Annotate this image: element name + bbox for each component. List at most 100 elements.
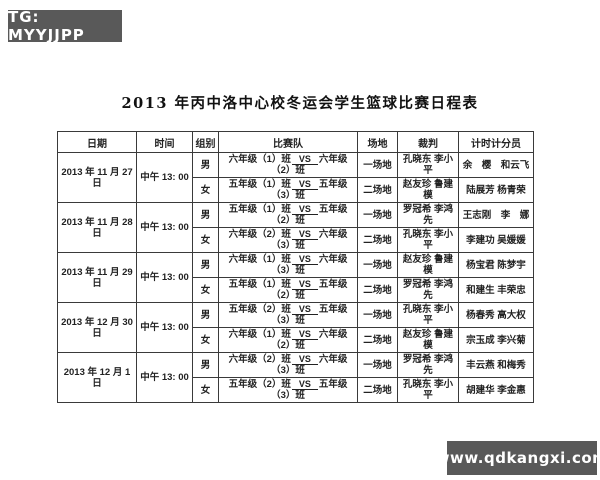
vs-label: VS xyxy=(291,279,318,290)
venue-cell: 二场地 xyxy=(357,377,398,403)
scorers-cell: 陆展芳 杨青荣 xyxy=(458,177,534,203)
scorers-cell: 丰云燕 和梅秀 xyxy=(458,352,534,378)
teams-cell: 六年级（1）班 VS 六年级（2）班 xyxy=(218,152,358,178)
table-row: 2013 年 11 月 27 日 中午 13: 00 男 六年级（1）班 VS 六年… xyxy=(57,152,534,203)
group-cell: 男 xyxy=(192,352,219,378)
table-row: 2013 年 11 月 28 日 中午 13: 00 男 五年级（1）班 VS 五年… xyxy=(57,202,534,253)
vs-label: VS xyxy=(291,229,318,240)
team-b: 六年级（3）班 xyxy=(271,354,348,376)
time-cell: 中午 13: 00 xyxy=(136,302,193,353)
table-header-row: 日期 时间 组别 比赛队 场地 裁判 计时计分员 xyxy=(57,131,534,153)
date-cell: 2013 年 12 月 30 日 xyxy=(57,302,137,353)
referees-cell: 赵友珍 鲁建模 xyxy=(397,252,459,278)
referees-cell: 孔晓东 李小平 xyxy=(397,152,459,178)
group-cell: 女 xyxy=(192,327,219,353)
table-row: 女 五年级（1）班 VS 五年级（3）班 二场地 赵友珍 鲁建模 陆展芳 杨青荣 xyxy=(58,177,534,203)
team-b: 五年级（2）班 xyxy=(271,204,348,226)
team-b: 六年级（2）班 xyxy=(271,154,348,176)
header-date: 日期 xyxy=(57,131,137,153)
venue-cell: 二场地 xyxy=(357,277,398,303)
vs-label: VS xyxy=(291,154,318,165)
team-b: 五年级（3）班 xyxy=(271,304,348,326)
scorers-cell: 杨宝君 陈梦宇 xyxy=(458,252,534,278)
vs-label: VS xyxy=(291,329,318,340)
venue-cell: 一场地 xyxy=(357,152,398,178)
group-cell: 女 xyxy=(192,227,219,253)
vs-label: VS xyxy=(291,304,318,315)
header-venue: 场地 xyxy=(357,131,398,153)
team-a: 六年级（1）班 xyxy=(228,254,291,265)
teams-cell: 五年级（1）班 VS 五年级（2）班 xyxy=(218,202,358,228)
scorers-cell: 和建生 丰荣忠 xyxy=(458,277,534,303)
table-row: 女 五年级（2）班 VS 五年级（3）班 二场地 孔晓东 李小平 胡建华 李金惠 xyxy=(58,377,534,403)
table-row: 女 六年级（1）班 VS 六年级（2）班 二场地 赵友珍 鲁建模 宗玉成 李兴菊 xyxy=(58,327,534,353)
venue-cell: 一场地 xyxy=(357,352,398,378)
team-a: 六年级（2）班 xyxy=(228,354,291,365)
time-cell: 中午 13: 00 xyxy=(136,352,193,403)
header-scorers: 计时计分员 xyxy=(458,131,534,153)
team-b: 六年级（3）班 xyxy=(271,254,348,276)
time-cell: 中午 13: 00 xyxy=(136,152,193,203)
date-cell: 2013 年 11 月 27 日 xyxy=(57,152,137,203)
scorers-cell: 李建功 吴媛媛 xyxy=(458,227,534,253)
group-cell: 男 xyxy=(192,302,219,328)
referees-cell: 孔晓东 李小平 xyxy=(397,377,459,403)
scorers-cell: 宗玉成 李兴菊 xyxy=(458,327,534,353)
teams-cell: 五年级（2）班 VS 五年级（3）班 xyxy=(218,377,358,403)
venue-cell: 一场地 xyxy=(357,302,398,328)
teams-cell: 五年级（2）班 VS 五年级（3）班 xyxy=(218,302,358,328)
vs-label: VS xyxy=(291,354,318,365)
team-b: 五年级（3）班 xyxy=(271,379,348,401)
team-a: 五年级（2）班 xyxy=(228,379,291,390)
referees-cell: 赵友珍 鲁建模 xyxy=(397,177,459,203)
header-group: 组别 xyxy=(192,131,219,153)
team-a: 五年级（2）班 xyxy=(228,304,291,315)
vs-label: VS xyxy=(291,379,318,390)
date-cell: 2013 年 11 月 28 日 xyxy=(57,202,137,253)
teams-cell: 六年级（1）班 VS 六年级（2）班 xyxy=(218,327,358,353)
venue-cell: 一场地 xyxy=(357,252,398,278)
scorers-cell: 王志刚 李 娜 xyxy=(458,202,534,228)
table-row: 2013 年 12 月 30 日 中午 13: 00 男 五年级（2）班 VS 五年… xyxy=(57,302,534,353)
referees-cell: 罗冠希 李鸿先 xyxy=(397,277,459,303)
scorers-cell: 余 樱 和云飞 xyxy=(458,152,534,178)
team-b: 六年级（3）班 xyxy=(271,229,348,251)
referees-cell: 孔晓东 李小平 xyxy=(397,227,459,253)
schedule-table: 日期 时间 组别 比赛队 场地 裁判 计时计分员 2013 年 11 月 27 … xyxy=(57,131,534,403)
referees-cell: 罗冠希 李鸿先 xyxy=(397,352,459,378)
tg-watermark-badge: TG: MYYJJPP xyxy=(8,8,122,44)
vs-label: VS xyxy=(291,204,318,215)
table-row: 2013 年 11 月 29 日 中午 13: 00 男 六年级（1）班 VS 六年… xyxy=(57,252,534,303)
table-row: 2013 年 12 月 1 日 中午 13: 00 男 六年级（2）班 VS 六年级… xyxy=(57,352,534,403)
header-teams: 比赛队 xyxy=(218,131,358,153)
teams-cell: 六年级（1）班 VS 六年级（3）班 xyxy=(218,252,358,278)
team-b: 五年级（3）班 xyxy=(271,179,348,201)
header-time: 时间 xyxy=(136,131,193,153)
website-watermark-badge: www.qdkangxi.com xyxy=(436,441,600,475)
group-cell: 男 xyxy=(192,202,219,228)
referees-cell: 罗冠希 李鸿先 xyxy=(397,202,459,228)
group-cell: 女 xyxy=(192,177,219,203)
date-cell: 2013 年 11 月 29 日 xyxy=(57,252,137,303)
venue-cell: 二场地 xyxy=(357,227,398,253)
vs-label: VS xyxy=(291,254,318,265)
date-cell: 2013 年 12 月 1 日 xyxy=(57,352,137,403)
venue-cell: 二场地 xyxy=(357,327,398,353)
group-cell: 女 xyxy=(192,277,219,303)
team-a: 五年级（1）班 xyxy=(228,279,291,290)
vs-label: VS xyxy=(291,179,318,190)
team-b: 五年级（2）班 xyxy=(271,279,348,301)
venue-cell: 一场地 xyxy=(357,202,398,228)
table-row: 女 五年级（1）班 VS 五年级（2）班 二场地 罗冠希 李鸿先 和建生 丰荣忠 xyxy=(58,277,534,303)
venue-cell: 二场地 xyxy=(357,177,398,203)
group-cell: 男 xyxy=(192,152,219,178)
team-a: 六年级（1）班 xyxy=(228,154,291,165)
team-a: 六年级（2）班 xyxy=(228,229,291,240)
team-b: 六年级（2）班 xyxy=(271,329,348,351)
teams-cell: 六年级（2）班 VS 六年级（3）班 xyxy=(218,227,358,253)
group-cell: 女 xyxy=(192,377,219,403)
page-title: 2013 年丙中洛中心校冬运会学生篮球比赛日程表 xyxy=(121,95,479,112)
teams-cell: 六年级（2）班 VS 六年级（3）班 xyxy=(218,352,358,378)
scorers-cell: 胡建华 李金惠 xyxy=(458,377,534,403)
